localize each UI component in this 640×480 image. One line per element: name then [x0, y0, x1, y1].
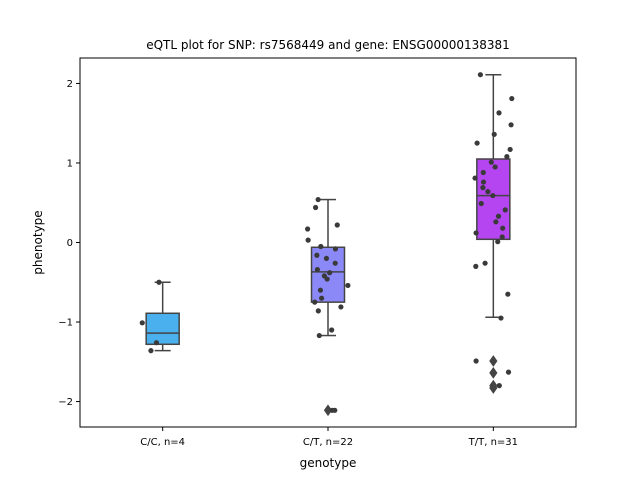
x-axis: C/C, n=4 C/T, n=22 T/T, n=31: [140, 427, 518, 448]
x-tick-label: C/C, n=4: [140, 437, 185, 448]
data-point: [480, 185, 486, 191]
data-point: [508, 122, 514, 128]
data-point: [488, 159, 494, 165]
data-point: [499, 234, 505, 240]
data-point: [493, 219, 499, 225]
box-group: [476, 73, 511, 394]
data-point: [304, 226, 311, 232]
data-point: [329, 407, 335, 413]
data-point: [153, 340, 160, 346]
y-axis-label: phenotype: [31, 210, 45, 274]
data-point: [332, 246, 339, 252]
data-point: [498, 315, 504, 321]
data-point: [312, 204, 319, 211]
data-point: [495, 213, 502, 219]
data-point: [504, 154, 510, 160]
data-point: [505, 369, 512, 375]
data-point: [318, 243, 324, 250]
data-point: [505, 291, 511, 297]
data-point: [314, 266, 320, 273]
data-point: [305, 237, 311, 243]
data-point: [314, 252, 320, 258]
data-point: [139, 320, 145, 326]
data-point: [509, 95, 515, 102]
box-group: [145, 281, 180, 352]
data-point: [323, 255, 330, 262]
data-point: [490, 192, 496, 199]
x-tick-label: T/T, n=31: [468, 437, 518, 448]
data-point: [507, 146, 513, 153]
data-point: [473, 230, 479, 236]
data-point: [319, 295, 325, 301]
data-point: [478, 200, 484, 207]
y-axis: −2 −1 0 1 2: [58, 79, 80, 408]
data-point: [496, 383, 502, 389]
y-tick-label: −2: [58, 397, 73, 408]
data-point: [480, 179, 487, 185]
data-point: [492, 164, 498, 170]
y-tick-label: 0: [67, 238, 73, 249]
x-axis-label: genotype: [300, 456, 357, 470]
y-tick-label: −1: [58, 318, 73, 329]
data-point: [317, 287, 324, 293]
data-point: [473, 263, 479, 269]
data-point: [315, 196, 321, 203]
chart-title: eQTL plot for SNP: rs7568449 and gene: E…: [146, 38, 510, 52]
data-point: [332, 260, 338, 266]
data-point: [315, 308, 321, 314]
data-point: [327, 270, 333, 276]
data-point: [345, 282, 351, 289]
data-point: [148, 348, 154, 354]
data-point: [500, 225, 506, 231]
data-point: [480, 169, 486, 176]
data-point: [491, 131, 497, 137]
y-tick-label: 2: [67, 79, 73, 90]
x-tick-label: C/T, n=22: [303, 437, 353, 448]
data-point: [472, 175, 478, 181]
data-point: [329, 327, 335, 333]
outlier-marker: [489, 382, 498, 394]
y-tick-label: 1: [67, 158, 73, 169]
data-point: [496, 110, 502, 116]
data-point: [312, 299, 318, 305]
data-point: [477, 72, 483, 78]
box-iqr: [145, 312, 180, 346]
data-point: [482, 260, 488, 266]
data-point: [485, 189, 491, 195]
plot-area: [139, 72, 515, 417]
data-point: [495, 239, 501, 245]
data-point: [316, 332, 322, 339]
data-point: [324, 276, 330, 282]
data-point: [502, 207, 508, 213]
data-point: [473, 358, 479, 364]
data-point: [156, 279, 162, 285]
outlier-marker: [489, 355, 498, 367]
data-point: [474, 140, 480, 146]
outlier-marker: [489, 367, 498, 379]
data-point: [334, 222, 340, 228]
data-point: [338, 304, 344, 310]
